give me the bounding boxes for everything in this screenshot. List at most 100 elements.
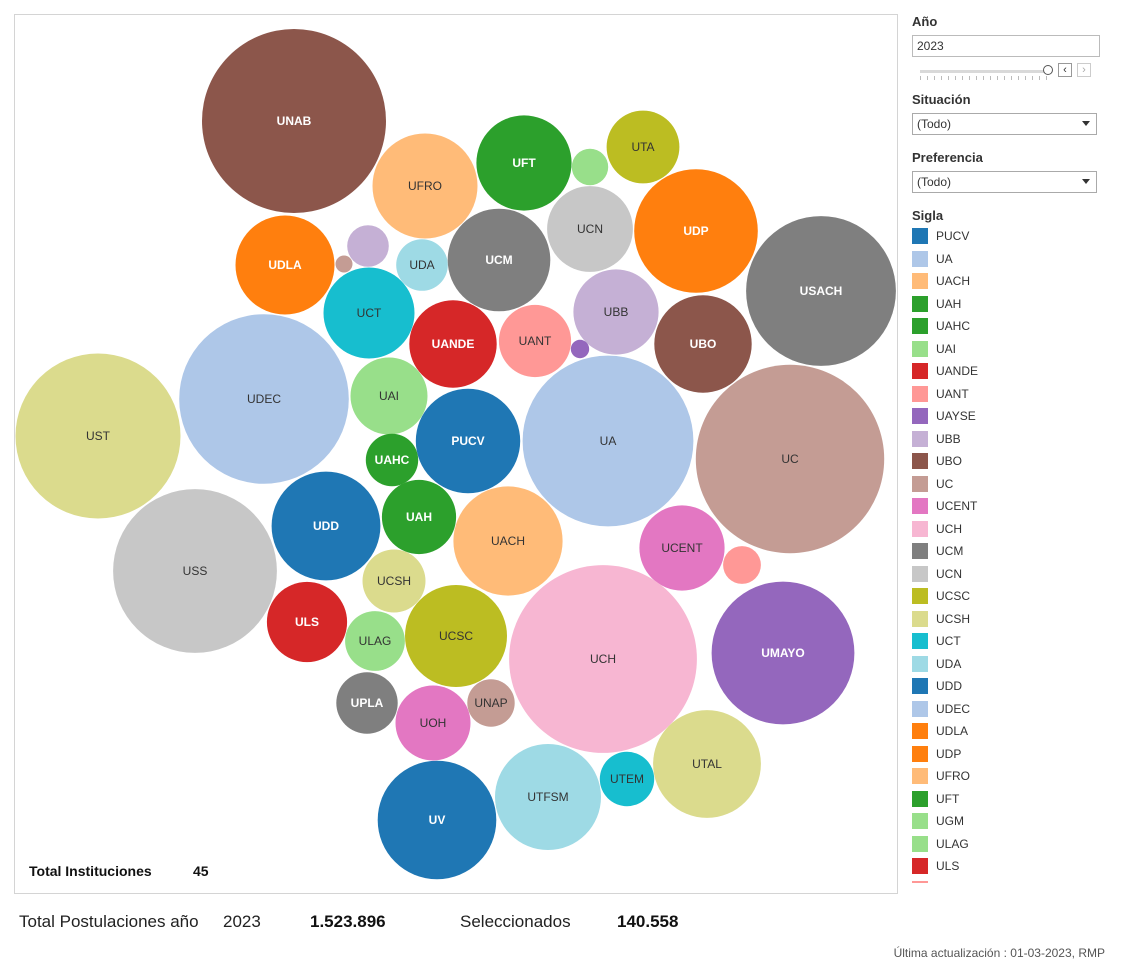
legend-item[interactable]: UBO bbox=[912, 450, 1102, 473]
bubble-ucent[interactable] bbox=[639, 505, 725, 591]
legend-label: ULS bbox=[936, 859, 960, 874]
sigla-legend: PUCV UA UACH UAH UAHC UAI UANDE UANT UAYSE UBB UBO… bbox=[912, 225, 1102, 883]
bubble-uv[interactable] bbox=[377, 760, 497, 880]
legend-item[interactable]: UFRO bbox=[912, 765, 1102, 788]
legend-item[interactable]: UCSH bbox=[912, 608, 1102, 631]
bubble-upla[interactable] bbox=[336, 672, 398, 734]
bubble-uai[interactable] bbox=[350, 357, 428, 435]
legend-label: UDLA bbox=[936, 724, 969, 739]
bubble-unap[interactable] bbox=[467, 679, 515, 727]
legend-item[interactable]: UCH bbox=[912, 518, 1102, 541]
legend-swatch bbox=[912, 543, 928, 560]
bubble-unlabeled-9[interactable] bbox=[347, 225, 389, 267]
legend-item[interactable]: ULS bbox=[912, 855, 1102, 878]
legend-item[interactable]: UDD bbox=[912, 675, 1102, 698]
year-slider-thumb[interactable] bbox=[1043, 65, 1053, 75]
bubble-utfsm[interactable] bbox=[495, 744, 601, 850]
bubble-uta[interactable] bbox=[606, 110, 680, 184]
bubble-ulag[interactable] bbox=[345, 611, 405, 671]
bubble-pucv[interactable] bbox=[415, 388, 521, 494]
legend-item[interactable]: UAH bbox=[912, 293, 1102, 316]
bubble-ust[interactable] bbox=[15, 353, 181, 519]
bubble-ucsh[interactable] bbox=[362, 549, 426, 613]
bubble-ubb[interactable] bbox=[573, 269, 659, 355]
bubble-label: UDLA bbox=[268, 258, 302, 272]
bubble-label: PUCV bbox=[451, 434, 484, 448]
bubble-utal[interactable] bbox=[653, 710, 761, 818]
legend-item[interactable]: UBB bbox=[912, 428, 1102, 451]
bubble-ucsc[interactable] bbox=[405, 585, 507, 687]
bubble-udd[interactable] bbox=[271, 471, 381, 581]
preferencia-select[interactable]: (Todo) bbox=[912, 171, 1097, 193]
bubble-uls[interactable] bbox=[266, 581, 348, 663]
bubble-ucm[interactable] bbox=[447, 208, 551, 312]
bubble-udla[interactable] bbox=[235, 215, 335, 315]
bubble-uahc[interactable] bbox=[365, 433, 419, 487]
year-input[interactable]: 2023 bbox=[912, 35, 1100, 57]
year-slider-track[interactable] bbox=[920, 70, 1048, 73]
legend-item[interactable]: UAHC bbox=[912, 315, 1102, 338]
bubble-udec[interactable] bbox=[179, 314, 349, 484]
bubble-uda[interactable] bbox=[396, 239, 448, 291]
legend-item[interactable]: UDP bbox=[912, 743, 1102, 766]
legend-item[interactable]: UAYSE bbox=[912, 405, 1102, 428]
bubble-uoh[interactable] bbox=[395, 685, 471, 761]
legend-item[interactable]: UA bbox=[912, 248, 1102, 271]
legend-label: UAYSE bbox=[936, 409, 976, 424]
bubble-uch[interactable] bbox=[509, 565, 697, 753]
bubble-udp[interactable] bbox=[634, 169, 758, 293]
legend-item[interactable]: UANT bbox=[912, 383, 1102, 406]
legend-swatch bbox=[912, 745, 928, 762]
bubble-ucn[interactable] bbox=[547, 186, 633, 272]
legend-item[interactable]: UCSC bbox=[912, 585, 1102, 608]
year-slider[interactable]: ‹ › bbox=[912, 60, 1102, 82]
bubble-ua[interactable] bbox=[522, 355, 694, 527]
legend-item[interactable]: UCT bbox=[912, 630, 1102, 653]
legend-item[interactable] bbox=[912, 878, 1102, 883]
last-updated-note: Última actualización : 01-03-2023, RMP bbox=[893, 946, 1105, 960]
legend-item[interactable]: UCN bbox=[912, 563, 1102, 586]
bubble-uach[interactable] bbox=[453, 486, 563, 596]
legend-swatch bbox=[912, 790, 928, 807]
legend-swatch bbox=[912, 453, 928, 470]
bubble-unlabeled-18[interactable] bbox=[570, 339, 590, 359]
legend-item[interactable]: UCENT bbox=[912, 495, 1102, 518]
chevron-down-icon bbox=[1082, 179, 1090, 184]
legend-item[interactable]: UGM bbox=[912, 810, 1102, 833]
legend-swatch bbox=[912, 385, 928, 402]
bubble-utem[interactable] bbox=[599, 751, 655, 807]
bubble-uant[interactable] bbox=[498, 304, 572, 378]
bubble-label: UAH bbox=[406, 510, 432, 524]
legend-item[interactable]: UFT bbox=[912, 788, 1102, 811]
bubble-uc[interactable] bbox=[695, 364, 885, 554]
legend-item[interactable]: UDA bbox=[912, 653, 1102, 676]
situacion-select[interactable]: (Todo) bbox=[912, 113, 1097, 135]
bubble-uct[interactable] bbox=[323, 267, 415, 359]
bubble-uft[interactable] bbox=[476, 115, 572, 211]
preferencia-filter-title: Preferencia bbox=[912, 150, 983, 165]
year-prev-button[interactable]: ‹ bbox=[1058, 63, 1072, 77]
legend-item[interactable]: PUCV bbox=[912, 225, 1102, 248]
bubble-usach[interactable] bbox=[746, 216, 896, 366]
bubble-ufro[interactable] bbox=[372, 133, 478, 239]
bubble-ubo[interactable] bbox=[654, 295, 752, 393]
bubble-unab[interactable] bbox=[202, 29, 386, 213]
legend-item[interactable]: UC bbox=[912, 473, 1102, 496]
legend-item[interactable]: UANDE bbox=[912, 360, 1102, 383]
legend-item[interactable]: UCM bbox=[912, 540, 1102, 563]
legend-item[interactable]: UACH bbox=[912, 270, 1102, 293]
bubble-uss[interactable] bbox=[113, 489, 277, 653]
legend-label: UANDE bbox=[936, 364, 979, 379]
bubble-unlabeled-4[interactable] bbox=[571, 148, 609, 186]
legend-label: UCH bbox=[936, 521, 962, 536]
legend-item[interactable]: UAI bbox=[912, 338, 1102, 361]
year-next-button[interactable]: › bbox=[1077, 63, 1091, 77]
bubble-uande[interactable] bbox=[409, 300, 497, 388]
bubble-umayo[interactable] bbox=[711, 581, 855, 725]
bubble-unlabeled-30[interactable] bbox=[723, 546, 761, 584]
legend-item[interactable]: ULAG bbox=[912, 833, 1102, 856]
bubble-unlabeled-10[interactable] bbox=[335, 255, 353, 273]
legend-item[interactable]: UDEC bbox=[912, 698, 1102, 721]
bubble-uah[interactable] bbox=[381, 479, 457, 555]
legend-item[interactable]: UDLA bbox=[912, 720, 1102, 743]
